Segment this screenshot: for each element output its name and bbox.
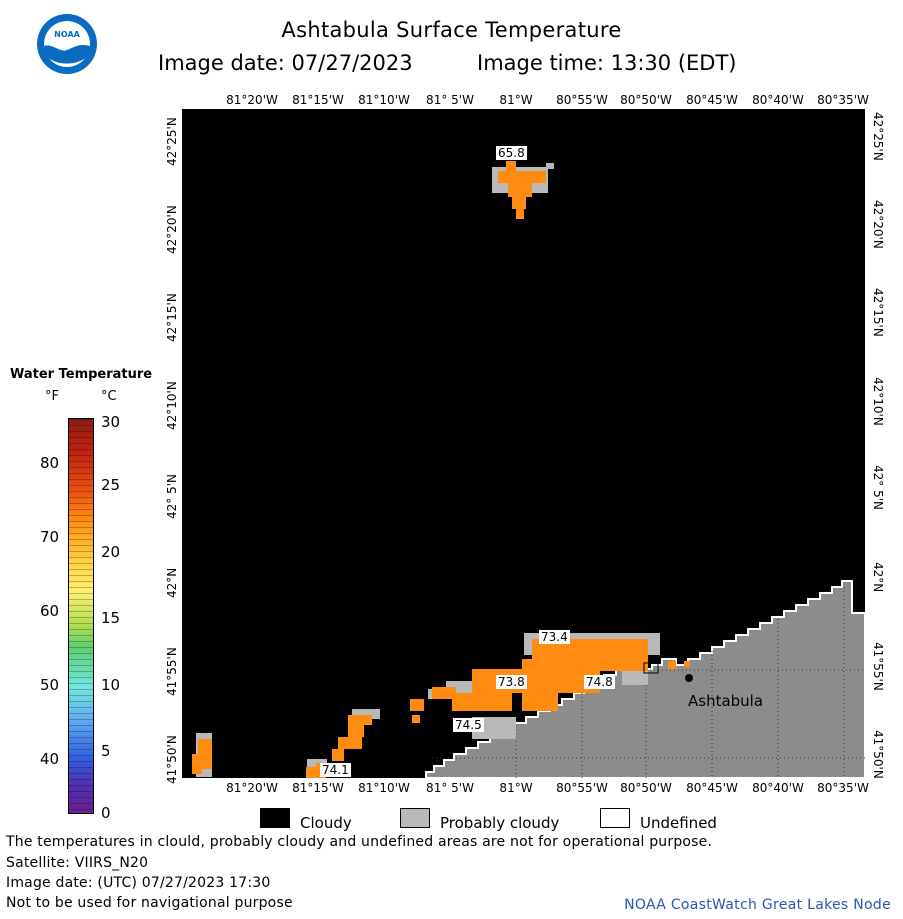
temp-label: 65.8 — [496, 146, 527, 160]
f-tick: 50 — [40, 676, 60, 694]
lon-label: 81° 5'W — [426, 781, 474, 795]
f-tick: 40 — [40, 750, 60, 768]
probably-cloudy-label: Probably cloudy — [440, 814, 560, 832]
temp-label: 74.8 — [584, 675, 615, 689]
lon-label: 80°45'W — [686, 781, 738, 795]
place-label-ashtabula: Ashtabula — [688, 692, 764, 710]
lon-label: 81°10'W — [358, 93, 410, 107]
map-canvas — [182, 109, 866, 779]
satellite-line: Satellite: VIIRS_N20 — [6, 855, 149, 871]
legend-unit-f: °F — [45, 389, 59, 404]
image-time: Image time: 13:30 (EDT) — [477, 51, 737, 75]
legend-title: Water Temperature — [10, 367, 153, 382]
lat-label: 42°25'N — [165, 117, 179, 166]
lon-label: 80°55'W — [556, 93, 608, 107]
c-tick: 25 — [101, 476, 121, 494]
undefined-label: Undefined — [640, 814, 717, 832]
lat-label: 42° 5'N — [871, 465, 885, 510]
lat-label: 42°N — [871, 562, 885, 593]
lon-label: 81°W — [499, 93, 533, 107]
cloudy-swatch — [260, 808, 290, 828]
color-scale-bar — [68, 418, 94, 814]
c-tick: 30 — [101, 413, 121, 431]
lon-label: 81°20'W — [226, 93, 278, 107]
lat-label: 42°20'N — [871, 200, 885, 249]
page-title: Ashtabula Surface Temperature — [281, 18, 622, 42]
noaa-logo-text: NOAA — [54, 30, 80, 39]
lon-label: 80°45'W — [686, 93, 738, 107]
c-tick: 20 — [101, 543, 121, 561]
map-panel — [182, 109, 866, 779]
temp-label: 74.5 — [453, 718, 484, 732]
lon-label: 81°15'W — [292, 93, 344, 107]
lon-label: 80°50'W — [620, 93, 672, 107]
image-date: Image date: 07/27/2023 — [158, 51, 413, 75]
c-tick: 5 — [101, 742, 111, 760]
lat-label: 41°50'N — [871, 730, 885, 779]
f-tick: 80 — [40, 454, 60, 472]
temp-label: 74.1 — [320, 763, 351, 777]
legend-unit-c: °C — [101, 389, 117, 404]
undefined-swatch — [600, 808, 630, 828]
lat-label: 42° 5'N — [165, 474, 179, 519]
lat-label: 42°10'N — [871, 377, 885, 426]
cloudy-label: Cloudy — [300, 814, 352, 832]
credit-line: NOAA CoastWatch Great Lakes Node — [624, 897, 891, 913]
lat-label: 41°50'N — [165, 735, 179, 784]
f-tick: 70 — [40, 528, 60, 546]
f-tick: 60 — [40, 602, 60, 620]
lon-label: 81° 5'W — [426, 93, 474, 107]
temp-label: 73.8 — [496, 675, 527, 689]
lon-label: 80°35'W — [817, 781, 869, 795]
lon-label: 80°55'W — [556, 781, 608, 795]
harbor-outline — [643, 662, 659, 674]
lon-label: 81°10'W — [358, 781, 410, 795]
lon-label: 80°40'W — [752, 781, 804, 795]
city-marker — [685, 674, 693, 682]
image-date-time: Image date: 07/27/2023 Image time: 13:30… — [0, 51, 903, 77]
lon-label: 80°35'W — [817, 93, 869, 107]
lat-label: 42°20'N — [165, 205, 179, 254]
c-tick: 0 — [101, 804, 111, 822]
probably-cloudy-swatch — [400, 808, 430, 828]
lon-label: 81°W — [499, 781, 533, 795]
c-tick: 10 — [101, 676, 121, 694]
lat-label: 42°15'N — [165, 293, 179, 342]
lat-label: 41°55'N — [165, 647, 179, 696]
c-tick: 15 — [101, 609, 121, 627]
navigation-warning: Not to be used for navigational purpose — [6, 895, 293, 911]
lat-label: 42°10'N — [165, 381, 179, 430]
lat-label: 42°N — [165, 567, 179, 598]
lon-label: 80°40'W — [752, 93, 804, 107]
noaa-logo: NOAA — [36, 13, 98, 75]
lat-label: 42°15'N — [871, 288, 885, 337]
temp-label: 73.4 — [539, 630, 570, 644]
graticule — [432, 587, 865, 778]
disclaimer-line: The temperatures in clould, probably clo… — [6, 834, 713, 850]
lon-label: 81°20'W — [226, 781, 278, 795]
lon-label: 81°15'W — [292, 781, 344, 795]
lat-label: 41°55'N — [871, 642, 885, 691]
utc-date-line: Image date: (UTC) 07/27/2023 17:30 — [6, 875, 271, 891]
lat-label: 42°25'N — [871, 112, 885, 161]
lon-label: 80°50'W — [620, 781, 672, 795]
